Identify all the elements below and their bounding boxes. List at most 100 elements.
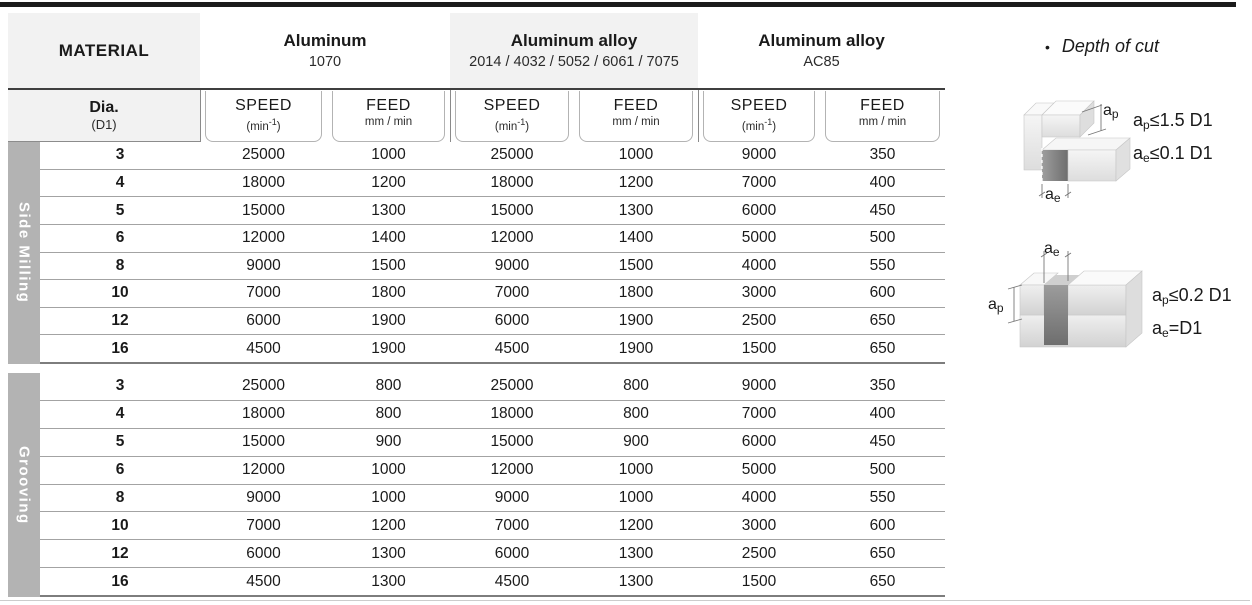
- speed-value-alloy: 12000: [490, 229, 534, 247]
- speed-value-aluminum: 12000: [241, 461, 286, 479]
- table-row: 3 25000 1000 25000 1000 9000 350: [40, 142, 945, 170]
- speed-header-1: SPEED (min-1): [200, 90, 327, 142]
- feed-value-ac85: 400: [869, 405, 896, 423]
- formula-ae-grooving: ae=D1: [1152, 318, 1203, 340]
- speed-value-alloy: 6000: [494, 312, 530, 330]
- feed-value-alloy: 1400: [618, 229, 654, 247]
- feed-value-alloy: 800: [623, 405, 649, 423]
- feed-value-alloy: 1800: [618, 284, 654, 302]
- dia-value: 3: [115, 377, 125, 395]
- speed-value-ac85: 6000: [741, 433, 777, 451]
- speed-value-aluminum: 15000: [241, 201, 286, 219]
- dia-header-cell: Dia. (D1): [8, 90, 200, 142]
- feed-value-alloy: 1900: [618, 312, 654, 330]
- dia-value: 8: [115, 256, 125, 274]
- speed-value-aluminum: 12000: [241, 229, 286, 247]
- speed-value-alloy: 25000: [490, 146, 534, 164]
- grooving-depth-formulas: ap≤0.2 D1 ae=D1: [1152, 285, 1232, 351]
- speed-value-alloy: 7000: [494, 516, 530, 534]
- feed-value-ac85: 650: [869, 544, 896, 562]
- feed-value-aluminum: 800: [375, 405, 402, 423]
- side-milling-section: Side Milling 3 25000 1000 25000 1000 900…: [8, 142, 945, 364]
- speed-value-alloy: 15000: [490, 201, 534, 219]
- grooving-depth-diagram: [1007, 251, 1143, 348]
- dia-value: 6: [115, 461, 125, 479]
- speed-value-ac85: 9000: [741, 146, 777, 164]
- table-row: 16 4500 1300 4500 1300 1500 650: [40, 568, 945, 597]
- feed-value-alloy: 1000: [618, 461, 654, 479]
- speed-value-aluminum: 4500: [246, 572, 281, 590]
- feed-value-ac85: 650: [869, 572, 896, 590]
- group-header-ac85: Aluminum alloy AC85: [758, 30, 885, 70]
- speed-value-ac85: 2500: [741, 544, 777, 562]
- side-milling-depth-diagram: [1023, 100, 1131, 198]
- ae-dimension-label-grooving: ae: [1044, 240, 1060, 259]
- speed-value-aluminum: 6000: [246, 312, 281, 330]
- dia-value: 12: [111, 544, 129, 562]
- table-row: 8 9000 1500 9000 1500 4000 550: [40, 253, 945, 281]
- feed-value-ac85: 600: [869, 516, 896, 534]
- feed-value-aluminum: 1800: [371, 284, 406, 302]
- material-header-row: MATERIAL Aluminum 1070 Aluminum alloy 20…: [8, 13, 945, 88]
- feed-value-alloy: 1300: [618, 544, 654, 562]
- group-header-aluminum-alloy: Aluminum alloy 2014 / 4032 / 5052 / 6061…: [450, 13, 698, 88]
- feed-value-aluminum: 800: [375, 377, 402, 395]
- speed-value-aluminum: 9000: [246, 256, 281, 274]
- speed-value-ac85: 4000: [741, 488, 777, 506]
- feed-value-ac85: 650: [869, 339, 896, 357]
- speed-value-alloy: 4500: [494, 339, 530, 357]
- speed-value-aluminum: 4500: [246, 339, 281, 357]
- material-label: MATERIAL: [58, 40, 150, 60]
- side-milling-band-label: Side Milling: [8, 142, 40, 364]
- feed-header-3: FEED mm / min: [820, 90, 945, 142]
- bullet-icon: •: [1045, 39, 1050, 55]
- ap-dimension-label-grooving: ap: [988, 296, 1004, 315]
- side-milling-rows: 3 25000 1000 25000 1000 9000 350 4 18000…: [40, 142, 945, 364]
- feed-value-aluminum: 1900: [371, 312, 406, 330]
- grooving-section: Grooving 3 25000 800 25000 800 9000 350 …: [8, 373, 945, 597]
- speed-value-ac85: 7000: [741, 405, 777, 423]
- speed-value-aluminum: 25000: [241, 377, 286, 395]
- dia-value: 16: [111, 572, 129, 590]
- feed-value-alloy: 900: [623, 433, 649, 451]
- feed-value-aluminum: 1300: [371, 544, 406, 562]
- feed-value-aluminum: 900: [375, 433, 402, 451]
- feed-value-ac85: 350: [869, 377, 896, 395]
- speed-value-ac85: 1500: [741, 572, 777, 590]
- feed-value-alloy: 1300: [618, 201, 654, 219]
- dia-value: 10: [111, 516, 129, 534]
- speed-value-alloy: 7000: [494, 284, 530, 302]
- feed-value-ac85: 450: [869, 433, 896, 451]
- feed-value-aluminum: 1500: [371, 256, 406, 274]
- grooving-rows: 3 25000 800 25000 800 9000 350 4 18000 8…: [40, 373, 945, 597]
- top-rule-bar: [0, 2, 1236, 7]
- feed-value-alloy: 1200: [618, 516, 654, 534]
- dia-value: 8: [115, 488, 125, 506]
- speed-value-aluminum: 25000: [241, 146, 286, 164]
- feed-value-alloy: 1000: [618, 488, 654, 506]
- speed-value-alloy: 18000: [490, 173, 534, 191]
- feed-value-aluminum: 1000: [371, 488, 406, 506]
- dia-value: 12: [111, 312, 129, 330]
- dia-value: 4: [115, 405, 125, 423]
- feed-value-aluminum: 1300: [371, 572, 406, 590]
- grooving-band-label: Grooving: [8, 373, 40, 597]
- dia-value: 4: [115, 173, 125, 191]
- speed-value-aluminum: 6000: [246, 544, 281, 562]
- speed-value-alloy: 18000: [490, 405, 534, 423]
- table-row: 5 15000 1300 15000 1300 6000 450: [40, 197, 945, 225]
- speed-value-alloy: 25000: [490, 377, 534, 395]
- feed-header-2: FEED mm / min: [574, 90, 698, 142]
- table-row: 4 18000 1200 18000 1200 7000 400: [40, 170, 945, 198]
- table-row: 6 12000 1000 12000 1000 5000 500: [40, 457, 945, 485]
- speed-value-aluminum: 7000: [246, 284, 281, 302]
- feed-value-aluminum: 1000: [371, 146, 406, 164]
- speed-value-alloy: 15000: [490, 433, 534, 451]
- speed-value-alloy: 6000: [494, 544, 530, 562]
- feed-value-ac85: 400: [869, 173, 896, 191]
- formula-ap-side-milling: ap≤1.5 D1: [1133, 110, 1213, 132]
- group-header-aluminum-1070: Aluminum 1070: [283, 30, 367, 70]
- feed-value-ac85: 600: [869, 284, 896, 302]
- header-divider-rule: [8, 88, 945, 90]
- speed-value-ac85: 7000: [741, 173, 777, 191]
